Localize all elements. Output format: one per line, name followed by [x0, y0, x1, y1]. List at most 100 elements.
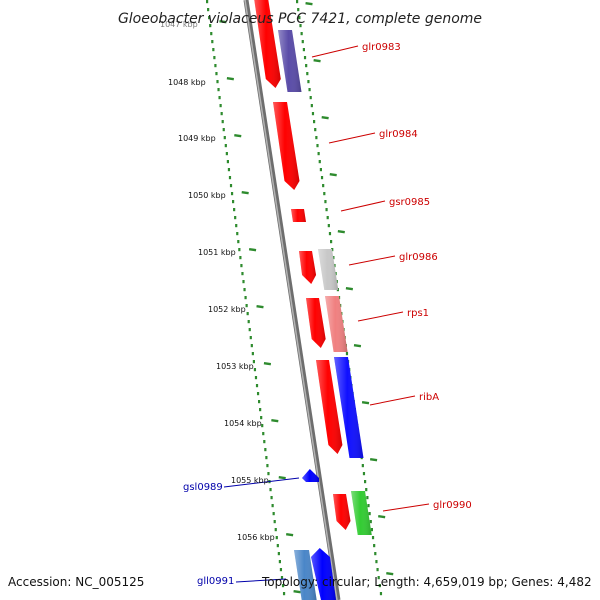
ring-dot	[305, 64, 308, 68]
gene-label-glr0986[interactable]: glr0986	[399, 252, 438, 263]
ring-dot	[228, 176, 232, 180]
ring-dot	[224, 144, 227, 148]
ring-dot	[378, 584, 381, 588]
ring-dot	[243, 288, 246, 292]
ring-dot	[237, 240, 240, 244]
ring-dot	[320, 176, 324, 180]
gene-feature-gll0991[interactable]	[311, 548, 336, 600]
ring-dot	[313, 120, 316, 124]
ring-dot	[368, 512, 371, 516]
ring-dot	[280, 576, 284, 580]
major-tick	[361, 401, 370, 405]
gene-label-gsl0989[interactable]: gsl0989	[183, 482, 223, 493]
ring-dot	[223, 136, 226, 140]
ring-dot	[232, 200, 235, 204]
gene-label-gsr0985[interactable]: gsr0985	[389, 197, 430, 208]
major-tick	[345, 287, 354, 291]
ring-dot	[367, 504, 370, 508]
ring-dot	[266, 464, 269, 468]
leader-line	[382, 503, 430, 512]
ring-dot	[279, 568, 283, 572]
ring-dot	[222, 128, 225, 132]
ring-dot	[318, 160, 321, 164]
ring-dot	[310, 104, 313, 108]
gene-feature-ribA-outer[interactable]	[334, 357, 364, 458]
major-tick	[353, 344, 362, 348]
kbp-label: 1055 kbp	[231, 476, 269, 485]
kbp-label: 1054 kbp	[224, 419, 262, 428]
major-tick	[378, 515, 386, 519]
major-tick	[305, 1, 313, 6]
leader-line	[357, 311, 404, 322]
gene-feature-glr0983-outer[interactable]	[278, 30, 302, 92]
gene-feature-glr0983[interactable]	[254, 0, 281, 88]
ring-dot	[369, 520, 372, 524]
gene-label-rps1[interactable]: rps1	[407, 308, 429, 319]
ring-dot	[245, 304, 248, 308]
gene-label-glr0990[interactable]: glr0990	[433, 500, 472, 511]
ring-dot	[225, 152, 228, 156]
ring-dot	[229, 184, 233, 188]
ring-dot	[323, 192, 326, 196]
ring-dot	[272, 512, 275, 516]
backbone	[243, 0, 341, 600]
gene-feature-rps1-outer[interactable]	[325, 296, 348, 352]
ring-dot	[256, 392, 260, 396]
ring-dot	[316, 144, 319, 148]
gene-feature-ribA[interactable]	[316, 360, 343, 454]
ring-dot	[300, 32, 303, 36]
ring-dot	[296, 0, 299, 4]
ring-dot	[317, 152, 320, 156]
ring-dot	[297, 8, 300, 12]
gene-label-gll0991[interactable]: gll0991	[197, 576, 234, 587]
gene-feature-glr0986-outer[interactable]	[318, 249, 339, 290]
ring-dot	[275, 536, 278, 540]
gene-label-glr0983[interactable]: glr0983	[362, 42, 401, 53]
ring-dot	[345, 352, 349, 356]
ring-dot	[259, 408, 262, 412]
ring-dot	[365, 488, 368, 492]
ring-dot	[374, 552, 377, 556]
ring-dot	[206, 0, 209, 4]
ring-dot	[258, 400, 261, 404]
gene-feature-gsl0989[interactable]	[302, 469, 319, 482]
leader-line	[369, 395, 416, 406]
ring-dot	[210, 32, 213, 36]
ring-dot	[271, 504, 274, 508]
major-tick	[256, 305, 264, 309]
major-tick	[313, 59, 321, 63]
major-tick	[226, 77, 234, 81]
kbp-label: 1049 kbp	[178, 134, 216, 143]
gene-feature-rps1[interactable]	[306, 298, 326, 348]
major-tick	[278, 476, 286, 480]
kbp-label: 1048 kbp	[168, 78, 206, 87]
gene-feature-glr0990[interactable]	[333, 494, 351, 530]
ring-dot	[362, 472, 366, 476]
ring-dot	[261, 424, 264, 428]
ring-dot	[214, 64, 217, 68]
gene-feature-gll0991-outer[interactable]	[294, 550, 317, 600]
major-tick	[369, 458, 378, 462]
major-tick	[321, 116, 329, 120]
ring-dot	[250, 344, 253, 348]
ring-dot	[303, 56, 307, 60]
kbp-labels: 1047 kbp 1048 kbp 1049 kbp 1050 kbp 1051…	[160, 20, 275, 542]
gene-feature-glr0990-outer[interactable]	[351, 491, 372, 535]
kbp-label: 1050 kbp	[188, 191, 226, 200]
summary-text: Topology: circular; Length: 4,659,019 bp…	[261, 575, 592, 589]
major-tick	[329, 173, 337, 177]
gene-feature-glr0986[interactable]	[299, 251, 317, 284]
gene-labels: glr0983 glr0984 gsr0985 glr0986 rps1 rib…	[183, 42, 472, 587]
ring-dot	[302, 48, 305, 52]
leader-line	[340, 200, 386, 212]
ring-dot	[376, 568, 379, 572]
gene-feature-gsr0985[interactable]	[291, 209, 306, 222]
kbp-label: 1056 kbp	[237, 533, 275, 542]
gene-feature-glr0984[interactable]	[273, 102, 300, 190]
kbp-label: 1052 kbp	[208, 305, 246, 314]
gene-label-ribA[interactable]: ribA	[419, 392, 439, 403]
ring-dot	[375, 560, 378, 564]
leader-line	[348, 255, 396, 266]
gene-label-glr0984[interactable]: glr0984	[379, 129, 418, 140]
kbp-label: 1051 kbp	[198, 248, 236, 257]
